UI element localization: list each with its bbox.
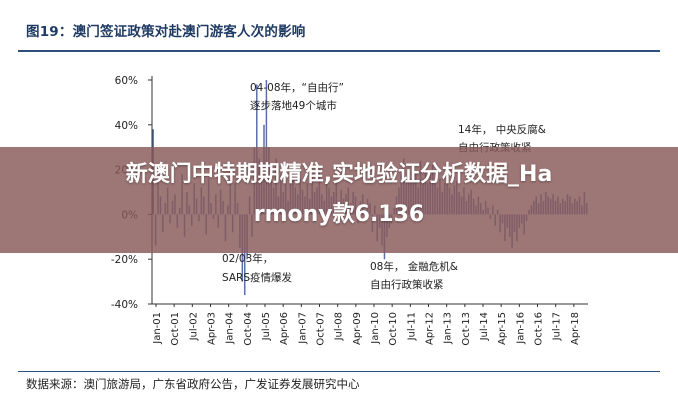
- y-tick-label: -20%: [111, 254, 138, 266]
- x-tick-label: Oct-07: [316, 312, 327, 346]
- watermark-band: [0, 147, 678, 253]
- x-tick-label: Jul-05: [261, 312, 272, 341]
- chart-annotations: 04-08年，“自由行” 逐步落地49个城市 14年， 中央反腐& 自由行政策收…: [222, 81, 546, 291]
- figure-title: 图19：澳门签证政策对赴澳门游客人次的影响: [26, 24, 306, 40]
- annotation-anticorruption-line1: 14年， 中央反腐&: [458, 123, 546, 136]
- x-tick-label: Jul-17: [552, 312, 563, 341]
- annotation-free-travel-line2: 逐步落地49个城市: [250, 99, 337, 112]
- annotation-sars-line1: 02/03年，: [222, 252, 273, 265]
- chart-bar: [243, 214, 246, 296]
- x-tick-label: Jan-01: [152, 312, 163, 345]
- x-tick-label: Jan-07: [297, 312, 308, 345]
- source-divider: [18, 371, 660, 372]
- x-tick-label: Apr-03: [207, 312, 218, 345]
- watermark-line-2: rmony款6.136: [253, 202, 425, 227]
- x-tick-label: Jul-08: [334, 312, 345, 341]
- x-tick-label: Apr-12: [425, 312, 436, 345]
- x-tick-label: Oct-16: [534, 312, 545, 346]
- x-tick-label: Oct-04: [243, 312, 254, 346]
- x-tick-label: Apr-18: [570, 312, 581, 345]
- x-tick-label: Oct-10: [388, 312, 399, 346]
- x-tick-label: Apr-09: [352, 312, 363, 345]
- watermark-text: 新澳门中特期期精准,实地验证分析数据_Ha rmony款6.136: [0, 155, 678, 235]
- annotation-financial-crisis-line1: 08年， 金融危机&: [370, 260, 458, 273]
- x-tick-label: Jul-14: [479, 312, 490, 341]
- x-tick-label: Jan-10: [370, 312, 381, 345]
- x-tick-label: Apr-15: [497, 312, 508, 345]
- annotation-sars-line2: SARS疫情爆发: [222, 271, 293, 284]
- x-tick-label: Jul-02: [188, 312, 199, 341]
- x-tick-label: Oct-01: [170, 312, 181, 346]
- x-tick-label: Jul-11: [406, 312, 417, 341]
- watermark-line-1: 新澳门中特期期精准,实地验证分析数据_Ha: [125, 162, 553, 187]
- y-tick-label: -40%: [111, 299, 138, 311]
- title-divider: [18, 50, 660, 52]
- x-tick-label: Jan-16: [515, 312, 526, 345]
- data-source-note: 数据来源：澳门旅游局，广东省政府公告，广发证券发展研究中心: [26, 377, 360, 391]
- y-tick-label: 60%: [115, 75, 138, 87]
- annotation-free-travel-line1: 04-08年，“自由行”: [250, 81, 344, 94]
- x-tick-label: Apr-06: [279, 312, 290, 345]
- x-tick-label: Jan-04: [225, 312, 236, 345]
- annotation-financial-crisis-line2: 自由行政策收紧: [370, 278, 444, 291]
- x-tick-label: Jan-13: [443, 312, 454, 345]
- x-tick-labels: Jan-01 Oct-01 Jul-02 Apr-03 Jan-04 Oct-04 Jul-…: [152, 304, 581, 346]
- x-tick-label: Oct-13: [461, 312, 472, 346]
- y-tick-label: 40%: [115, 120, 138, 132]
